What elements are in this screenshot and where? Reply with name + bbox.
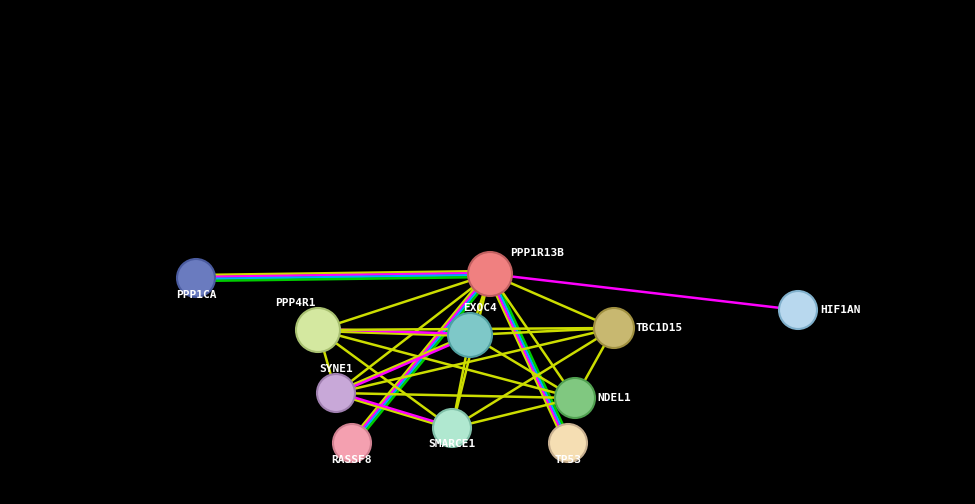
Text: PPP1R13B: PPP1R13B (510, 248, 564, 258)
Circle shape (779, 291, 817, 329)
Text: SMARCE1: SMARCE1 (428, 439, 476, 449)
Circle shape (333, 424, 371, 462)
Circle shape (448, 313, 492, 357)
Text: PPP1CA: PPP1CA (176, 290, 216, 300)
Text: PPP4R1: PPP4R1 (275, 298, 315, 308)
Text: HIF1AN: HIF1AN (820, 305, 861, 315)
Text: NDEL1: NDEL1 (597, 393, 631, 403)
Circle shape (549, 424, 587, 462)
Text: TP53: TP53 (555, 455, 581, 465)
Text: TBC1D15: TBC1D15 (636, 323, 683, 333)
Circle shape (433, 409, 471, 447)
Circle shape (594, 308, 634, 348)
Text: SYNE1: SYNE1 (319, 364, 353, 374)
Circle shape (317, 374, 355, 412)
Circle shape (177, 259, 215, 297)
Circle shape (555, 378, 595, 418)
Circle shape (296, 308, 340, 352)
Text: EXOC4: EXOC4 (463, 303, 497, 313)
Circle shape (468, 252, 512, 296)
Text: RASSF8: RASSF8 (332, 455, 372, 465)
